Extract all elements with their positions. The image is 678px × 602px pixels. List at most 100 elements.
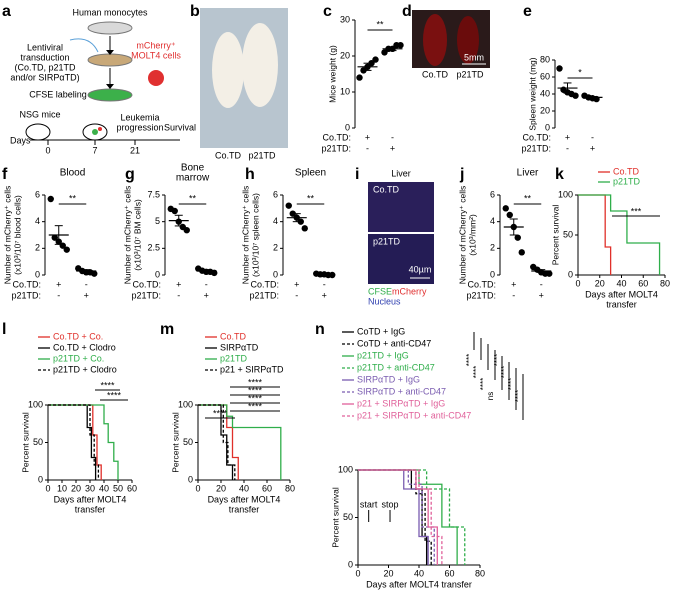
y-tick-label: 6 [273,189,278,199]
x-tick-label: 0 [195,483,200,493]
data-point [183,227,190,234]
row-label: p21TD: [11,290,41,300]
x-tick-label: 60 [127,483,137,493]
y-tick-label: 6 [490,189,495,199]
x-tick-label: 30 [85,483,95,493]
data-point [301,225,308,232]
legend-label: SIRPαTD [220,342,259,352]
row-sign: - [366,143,369,153]
x-tick-label: 20 [71,483,81,493]
label: 40µm [409,264,432,274]
y-axis-label: (x10³/10⁷ spleen cells) [250,193,260,277]
data-point [51,234,58,241]
annotation: start [360,499,378,509]
label: p21TD [373,236,401,246]
y-tick-label: 50 [183,437,193,447]
data-point [502,205,509,212]
legend-label: p21 + SIRPαTD [220,364,284,374]
x-tick-label: 20 [216,483,226,493]
data-point [329,271,336,279]
mouse [212,32,244,108]
survival-curve [48,404,97,480]
label: transduction [20,52,69,62]
legend-label: Co.TD [613,166,640,176]
y-axis-label: Percent survival [170,412,180,473]
y-axis-label: Percent survival [20,412,30,473]
row-sign: + [322,290,327,300]
legend-label: p21TD [613,176,641,186]
panel-label: m [160,321,174,338]
data-point [546,270,553,277]
row-label: p21TD: [466,290,496,300]
y-tick-label: 0 [345,122,350,132]
label: Nucleus [368,296,401,306]
row-sign: - [512,290,515,300]
significance: **** [107,390,122,400]
x-tick-label: 0 [575,278,580,288]
legend-label: p21TD + IgG [357,350,409,360]
y-tick-label: 10 [340,86,350,96]
y-tick-label: 50 [343,512,353,522]
y-tick-label: 0 [273,269,278,279]
label: CFSE [368,286,392,296]
y-tick-label: 100 [178,399,193,409]
y-tick-label: 100 [558,189,573,199]
label: 21 [130,145,140,155]
label: and/or SIRPαTD) [10,72,79,82]
label: progression [116,122,163,132]
label: Survival [164,122,196,132]
y-tick-label: 7.5 [147,189,160,199]
row-sign: + [590,143,595,153]
legend-label: p21TD + Co. [53,353,104,363]
row-sign: + [204,290,209,300]
legend-label: p21 + SIRPαTD + anti-CD47 [357,410,471,420]
y-tick-label: 40 [540,88,550,98]
panel-title: Liver [517,168,539,179]
label: 7 [92,145,97,155]
data-point [63,246,70,253]
survival-curve [198,404,282,480]
row-label: Co.TD: [250,279,279,289]
y-tick-label: 4 [35,216,40,226]
y-tick-label: 30 [340,14,350,24]
panel-label: d [402,3,412,20]
legend-label: Co.TD + Clodro [53,342,116,352]
row-sign: + [511,279,516,289]
significance: **** [472,366,481,378]
y-axis-label: Percent survival [330,487,340,548]
y-axis-label: Spleen weight (mg) [527,57,537,130]
panel-title: Spleen [295,168,326,179]
x-tick-label: 40 [616,278,626,288]
significance: ** [307,193,315,203]
label: Human monocytes [72,7,148,17]
label: mCherry [392,286,427,296]
y-axis-label: Number of mCherry⁺ cells [2,186,12,284]
x-tick-label: 60 [262,483,272,493]
y-tick-label: 80 [540,54,550,64]
significance: **** [248,385,263,395]
y-tick-label: 0 [155,269,160,279]
micrograph [368,234,434,284]
x-tick-label: 0 [355,568,360,578]
panel-label: i [355,166,359,183]
panel-label: j [459,166,464,183]
row-sign: + [176,279,181,289]
x-tick-label: 20 [383,568,393,578]
label: (Co.TD, p21TD [14,62,76,72]
panel-title: marrow [176,173,210,184]
significance: ** [376,19,384,29]
label: p21TD [456,69,484,79]
x-axis-label: transfer [229,504,260,514]
y-tick-label: 0 [35,269,40,279]
survival-curve [358,469,443,565]
row-label: Co.TD: [322,132,351,142]
legend-label: SIRPαTD + anti-CD47 [357,386,446,396]
y-tick-label: 2 [35,243,40,253]
x-axis-label: Days after MOLT4 [208,494,281,504]
y-tick-label: 0 [490,269,495,279]
data-point [518,249,525,256]
y-tick-label: 50 [33,437,43,447]
y-tick-label: 100 [28,399,43,409]
significance: *** [631,206,642,216]
x-tick-label: 60 [638,278,648,288]
